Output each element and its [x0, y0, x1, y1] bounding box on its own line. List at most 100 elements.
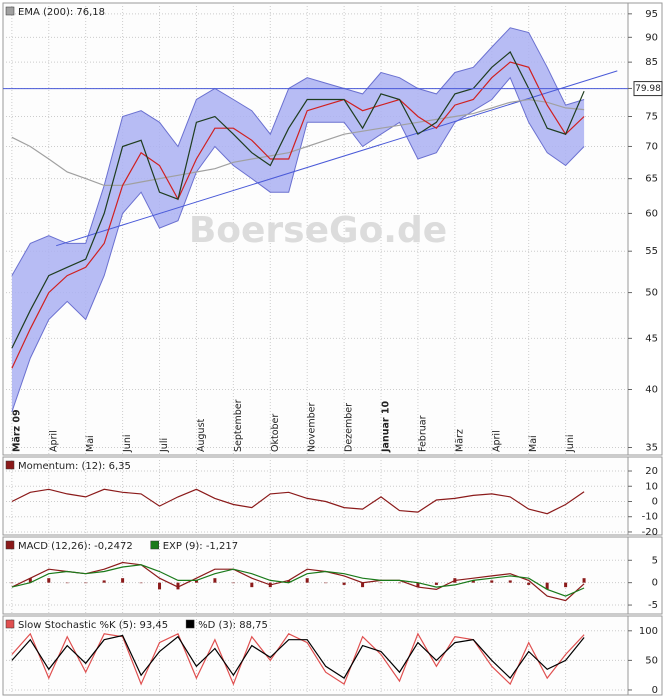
panel	[2, 456, 629, 536]
series-line	[11, 561, 585, 602]
histogram-bar	[342, 582, 346, 585]
panel	[2, 536, 629, 615]
y-tick-label: -10	[642, 512, 658, 523]
y-tick-label: 0	[652, 578, 658, 589]
y-tick-label: 5	[652, 555, 658, 566]
histogram-bar	[490, 580, 494, 583]
histogram-bar	[582, 578, 586, 583]
histogram-bar	[324, 582, 328, 584]
y-tick-label: 0	[652, 496, 658, 507]
y-tick-label: 60	[645, 208, 658, 219]
legend-swatch	[5, 619, 15, 629]
histogram-bar	[231, 582, 235, 584]
histogram-bar	[305, 578, 309, 583]
y-tick-label: 20	[645, 466, 658, 477]
legend-label: Slow Stochastic %K (5): 93,45	[18, 620, 168, 631]
histogram-bar	[121, 578, 125, 583]
x-tick-label: Mai	[85, 435, 96, 452]
legend-swatch	[5, 6, 15, 16]
x-tick-label: März 09	[11, 409, 22, 452]
x-tick-label: August	[196, 418, 207, 452]
histogram-bar	[545, 582, 549, 590]
y-tick-label: 55	[645, 246, 658, 257]
series-line	[11, 632, 585, 686]
y-tick-label: 65	[645, 174, 658, 185]
axis-panel	[627, 456, 663, 536]
histogram-bar	[194, 580, 198, 583]
histogram-bar	[213, 578, 217, 583]
histogram-bar	[250, 582, 254, 588]
histogram-bar	[564, 582, 568, 588]
band-area	[11, 27, 585, 412]
legend-label: MACD (12,26): -0,2472	[18, 541, 133, 552]
x-tick-label: Mai	[528, 435, 539, 452]
series-line	[11, 564, 585, 597]
histogram-bar	[434, 582, 438, 585]
band-lower	[11, 76, 585, 412]
y-tick-label: 100	[639, 626, 658, 637]
y-tick-label: 85	[645, 57, 658, 68]
y-tick-label: -20	[642, 527, 658, 538]
x-tick-label: April	[491, 430, 502, 452]
y-tick-label: -5	[648, 600, 658, 611]
y-tick-label: 90	[645, 32, 658, 43]
legend-label: Momentum: (12): 6,35	[18, 461, 131, 472]
legend-swatch	[150, 540, 159, 550]
histogram-bar	[397, 582, 401, 584]
plot	[3, 457, 628, 535]
price-tag-label: 79.98	[635, 84, 661, 94]
legend-swatch	[185, 619, 195, 629]
series-line	[11, 488, 585, 515]
axis-panel	[627, 615, 663, 696]
series-line	[11, 98, 585, 186]
x-tick-label: November	[307, 402, 318, 452]
series-line	[11, 51, 585, 349]
legend-label: EMA (200): 76,18	[18, 7, 105, 18]
x-tick-label: Februar	[417, 415, 428, 452]
histogram-bar	[10, 582, 14, 584]
x-tick-label: März	[454, 429, 465, 452]
band-upper	[11, 27, 585, 276]
series-line	[11, 61, 585, 369]
histogram-bar	[84, 582, 88, 584]
histogram-bar	[287, 580, 291, 583]
histogram-bar	[158, 582, 162, 590]
y-tick-label: 70	[645, 141, 658, 152]
histogram-bar	[361, 582, 365, 588]
histogram-bar	[28, 578, 32, 583]
legend-swatch	[5, 460, 15, 470]
histogram-bar	[139, 582, 143, 584]
x-tick-label: April	[48, 430, 59, 452]
x-tick-label: Juni	[565, 435, 576, 453]
histogram-bar	[508, 580, 512, 583]
axis-panel	[627, 536, 663, 615]
plot	[3, 616, 628, 695]
plot	[3, 3, 628, 455]
histogram-bar	[416, 582, 420, 588]
histogram-bar	[47, 578, 51, 583]
y-tick-label: 95	[645, 9, 658, 20]
y-tick-label: 45	[645, 333, 658, 344]
x-tick-label: Juni	[122, 435, 133, 453]
price-tag	[633, 81, 663, 97]
axis-panel	[627, 2, 663, 456]
x-tick-label: Dezember	[344, 403, 355, 452]
histogram-bar	[471, 580, 475, 583]
legend-label: %D (3): 88,75	[198, 620, 268, 631]
legend-label: EXP (9): -1,217	[163, 541, 238, 552]
y-tick-label: 40	[645, 384, 658, 395]
legend-swatch	[5, 540, 15, 550]
y-tick-label: 50	[645, 288, 658, 299]
y-tick-label: 0	[652, 685, 658, 696]
histogram-bar	[527, 582, 531, 585]
y-tick-label: 50	[645, 655, 658, 666]
x-tick-label: Januar 10	[381, 401, 392, 453]
x-tick-label: Oktober	[270, 414, 281, 452]
series-line	[11, 634, 585, 680]
y-tick-label: 10	[645, 481, 658, 492]
histogram-bar	[65, 582, 69, 584]
histogram-bar	[102, 580, 106, 583]
x-tick-label: September	[233, 399, 244, 452]
y-tick-label: 35	[645, 442, 658, 453]
